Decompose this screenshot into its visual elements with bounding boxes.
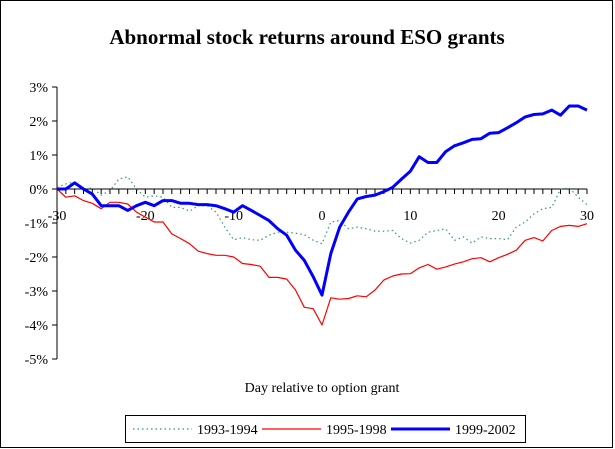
x-tick-label: 30 [580, 209, 594, 224]
y-tick-label: -1% [25, 217, 49, 232]
x-tick-label: -10 [224, 209, 243, 224]
y-tick-label: 0% [29, 183, 48, 198]
y-tick-label: 2% [29, 115, 48, 130]
chart-title: Abnormal stock returns around ESO grants [109, 25, 504, 49]
y-tick-label: -2% [25, 251, 49, 266]
y-tick-label: -5% [25, 353, 49, 368]
series-lines [56, 104, 588, 326]
y-tick-label: 1% [29, 149, 48, 164]
axes: 3% 2% 1% 0% -1% -2% -3% -4% -5% -30 -20 -10 0 10 20 30 [25, 81, 594, 368]
y-tick-label: 3% [29, 81, 48, 96]
legend: 1993-1994 1995-1998 1999-2002 [125, 415, 526, 443]
legend-box [125, 415, 526, 443]
x-tick-label: 0 [319, 209, 326, 224]
x-tick-label: -20 [136, 209, 155, 224]
x-tick-label: -30 [48, 209, 67, 224]
series-line-1999-2002 [57, 104, 588, 297]
legend-label-1999-2002: 1999-2002 [455, 423, 516, 438]
x-tick-label: 10 [403, 209, 417, 224]
series-line-1995-1998 [56, 188, 588, 326]
x-tick-label: 20 [492, 209, 506, 224]
y-tick-label: -3% [25, 285, 49, 300]
legend-label-1995-1998: 1995-1998 [326, 423, 387, 438]
legend-label-1993-1994: 1993-1994 [197, 423, 258, 438]
x-axis-label: Day relative to option grant [245, 381, 400, 396]
y-tick-label: -4% [25, 319, 49, 334]
